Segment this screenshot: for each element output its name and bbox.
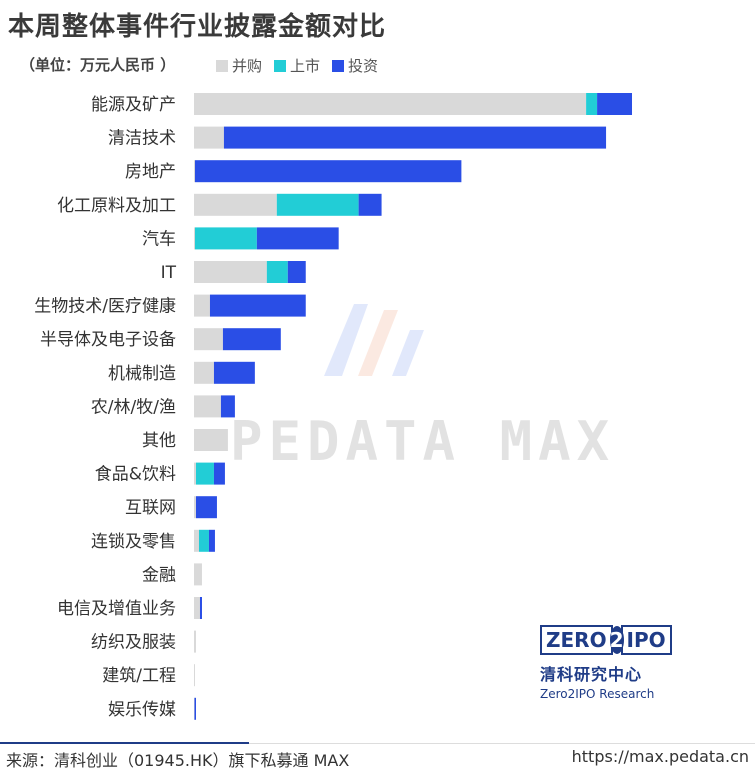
category-label: 机械制造 — [108, 364, 176, 384]
bar-segment-merger — [194, 563, 202, 586]
bar-segment-merger — [194, 496, 196, 519]
brand-logo-two: 2 — [609, 626, 624, 654]
bar-segment-listing — [276, 193, 359, 216]
category-label: 半导体及电子设备 — [40, 330, 176, 350]
bar-segment-merger — [194, 261, 267, 283]
bar-segment-merger — [194, 529, 199, 552]
watermark-logo — [324, 304, 424, 376]
bar-segment-investment — [213, 361, 255, 384]
bar-segment-merger — [194, 361, 214, 384]
legend-item-investment: 投资 — [332, 55, 378, 76]
brand-name-en: Zero2IPO Research — [540, 687, 655, 701]
legend-swatch-listing — [274, 59, 287, 72]
bar-segment-listing — [195, 462, 214, 485]
category-label: 食品&饮料 — [95, 465, 176, 485]
category-label: 能源及矿产 — [91, 95, 176, 115]
legend-item-merger: 并购 — [216, 55, 262, 76]
bar-segment-merger — [194, 630, 196, 653]
bar-segment-merger — [194, 93, 587, 115]
bar-segment-merger — [194, 395, 221, 418]
category-label: 金融 — [142, 565, 176, 585]
bar-segment-investment — [195, 496, 217, 519]
bar-segment-listing — [586, 93, 598, 115]
bar-segment-investment — [220, 395, 235, 418]
category-label: 娱乐传媒 — [108, 700, 176, 720]
bar-segment-merger — [194, 227, 195, 250]
brand-logo-left: ZERO — [540, 625, 613, 655]
bar-segment-investment — [597, 93, 633, 115]
category-label: 建筑/工程 — [102, 666, 176, 686]
brand-name-cn: 清科研究中心 — [540, 665, 643, 684]
footer-source: 来源：清科创业（01945.HK）旗下私募通 MAX — [6, 751, 350, 770]
bar-segment-listing — [266, 261, 288, 283]
watermark-text: PEDATA MAX — [230, 410, 616, 473]
bar-segment-investment — [213, 462, 225, 485]
category-label: 汽车 — [142, 229, 176, 249]
bar-segment-listing — [198, 529, 209, 552]
footer-divider — [249, 743, 755, 744]
bar-segment-investment — [256, 227, 339, 250]
bar-segment-investment — [209, 294, 306, 317]
category-label: 清洁技术 — [108, 129, 176, 149]
category-label: 电信及增值业务 — [57, 599, 176, 619]
legend: 并购 上市 投资 — [216, 55, 378, 76]
category-label: 生物技术/医疗健康 — [34, 297, 176, 317]
bar-segment-investment — [287, 261, 306, 283]
brand-block: ZERO 2 IPO 清科研究中心 Zero2IPO Research — [540, 625, 672, 701]
bar-segment-merger — [194, 664, 195, 687]
bar-segment-merger — [194, 193, 277, 216]
bar-segment-investment — [223, 126, 607, 149]
legend-label-listing: 上市 — [290, 57, 321, 75]
legend-swatch-merger — [216, 59, 228, 72]
brand-logo: ZERO 2 IPO — [540, 625, 672, 655]
bar-segment-investment — [199, 597, 202, 619]
footer-url[interactable]: https://max.pedata.cn — [571, 747, 749, 766]
bar-segment-listing — [194, 227, 257, 250]
category-label: 房地产 — [125, 162, 176, 182]
unit-label: （单位：万元人民币 ） — [20, 56, 176, 74]
legend-label-merger: 并购 — [232, 57, 263, 75]
bar-segment-investment — [194, 697, 196, 720]
footer-divider-accent — [0, 742, 249, 744]
category-label: 纺织及服装 — [91, 633, 176, 653]
chart-title: 本周整体事件行业披露金额对比 — [8, 12, 387, 42]
category-label: 农/林/牧/渔 — [91, 397, 176, 417]
bar-segment-investment — [208, 529, 215, 552]
legend-label-investment: 投资 — [348, 57, 379, 75]
category-label: IT — [161, 263, 177, 283]
category-label: 化工原料及加工 — [57, 196, 176, 216]
category-label: 连锁及零售 — [91, 532, 176, 552]
bar-segment-investment — [358, 193, 382, 216]
bar-segment-merger — [194, 160, 195, 183]
bar-segment-investment — [194, 160, 462, 183]
bar-segment-investment — [222, 328, 281, 351]
bar-segment-merger — [194, 294, 210, 317]
bar-segment-merger — [194, 126, 224, 149]
bar-segment-merger — [194, 597, 200, 619]
legend-swatch-investment — [332, 59, 345, 72]
brand-logo-right: IPO — [620, 625, 672, 655]
category-label: 互联网 — [125, 498, 176, 518]
bar-segment-merger — [194, 429, 228, 451]
bar-segment-merger — [194, 328, 223, 351]
legend-item-listing: 上市 — [274, 55, 320, 76]
category-label: 其他 — [142, 431, 176, 451]
bar-segment-merger — [194, 462, 196, 485]
